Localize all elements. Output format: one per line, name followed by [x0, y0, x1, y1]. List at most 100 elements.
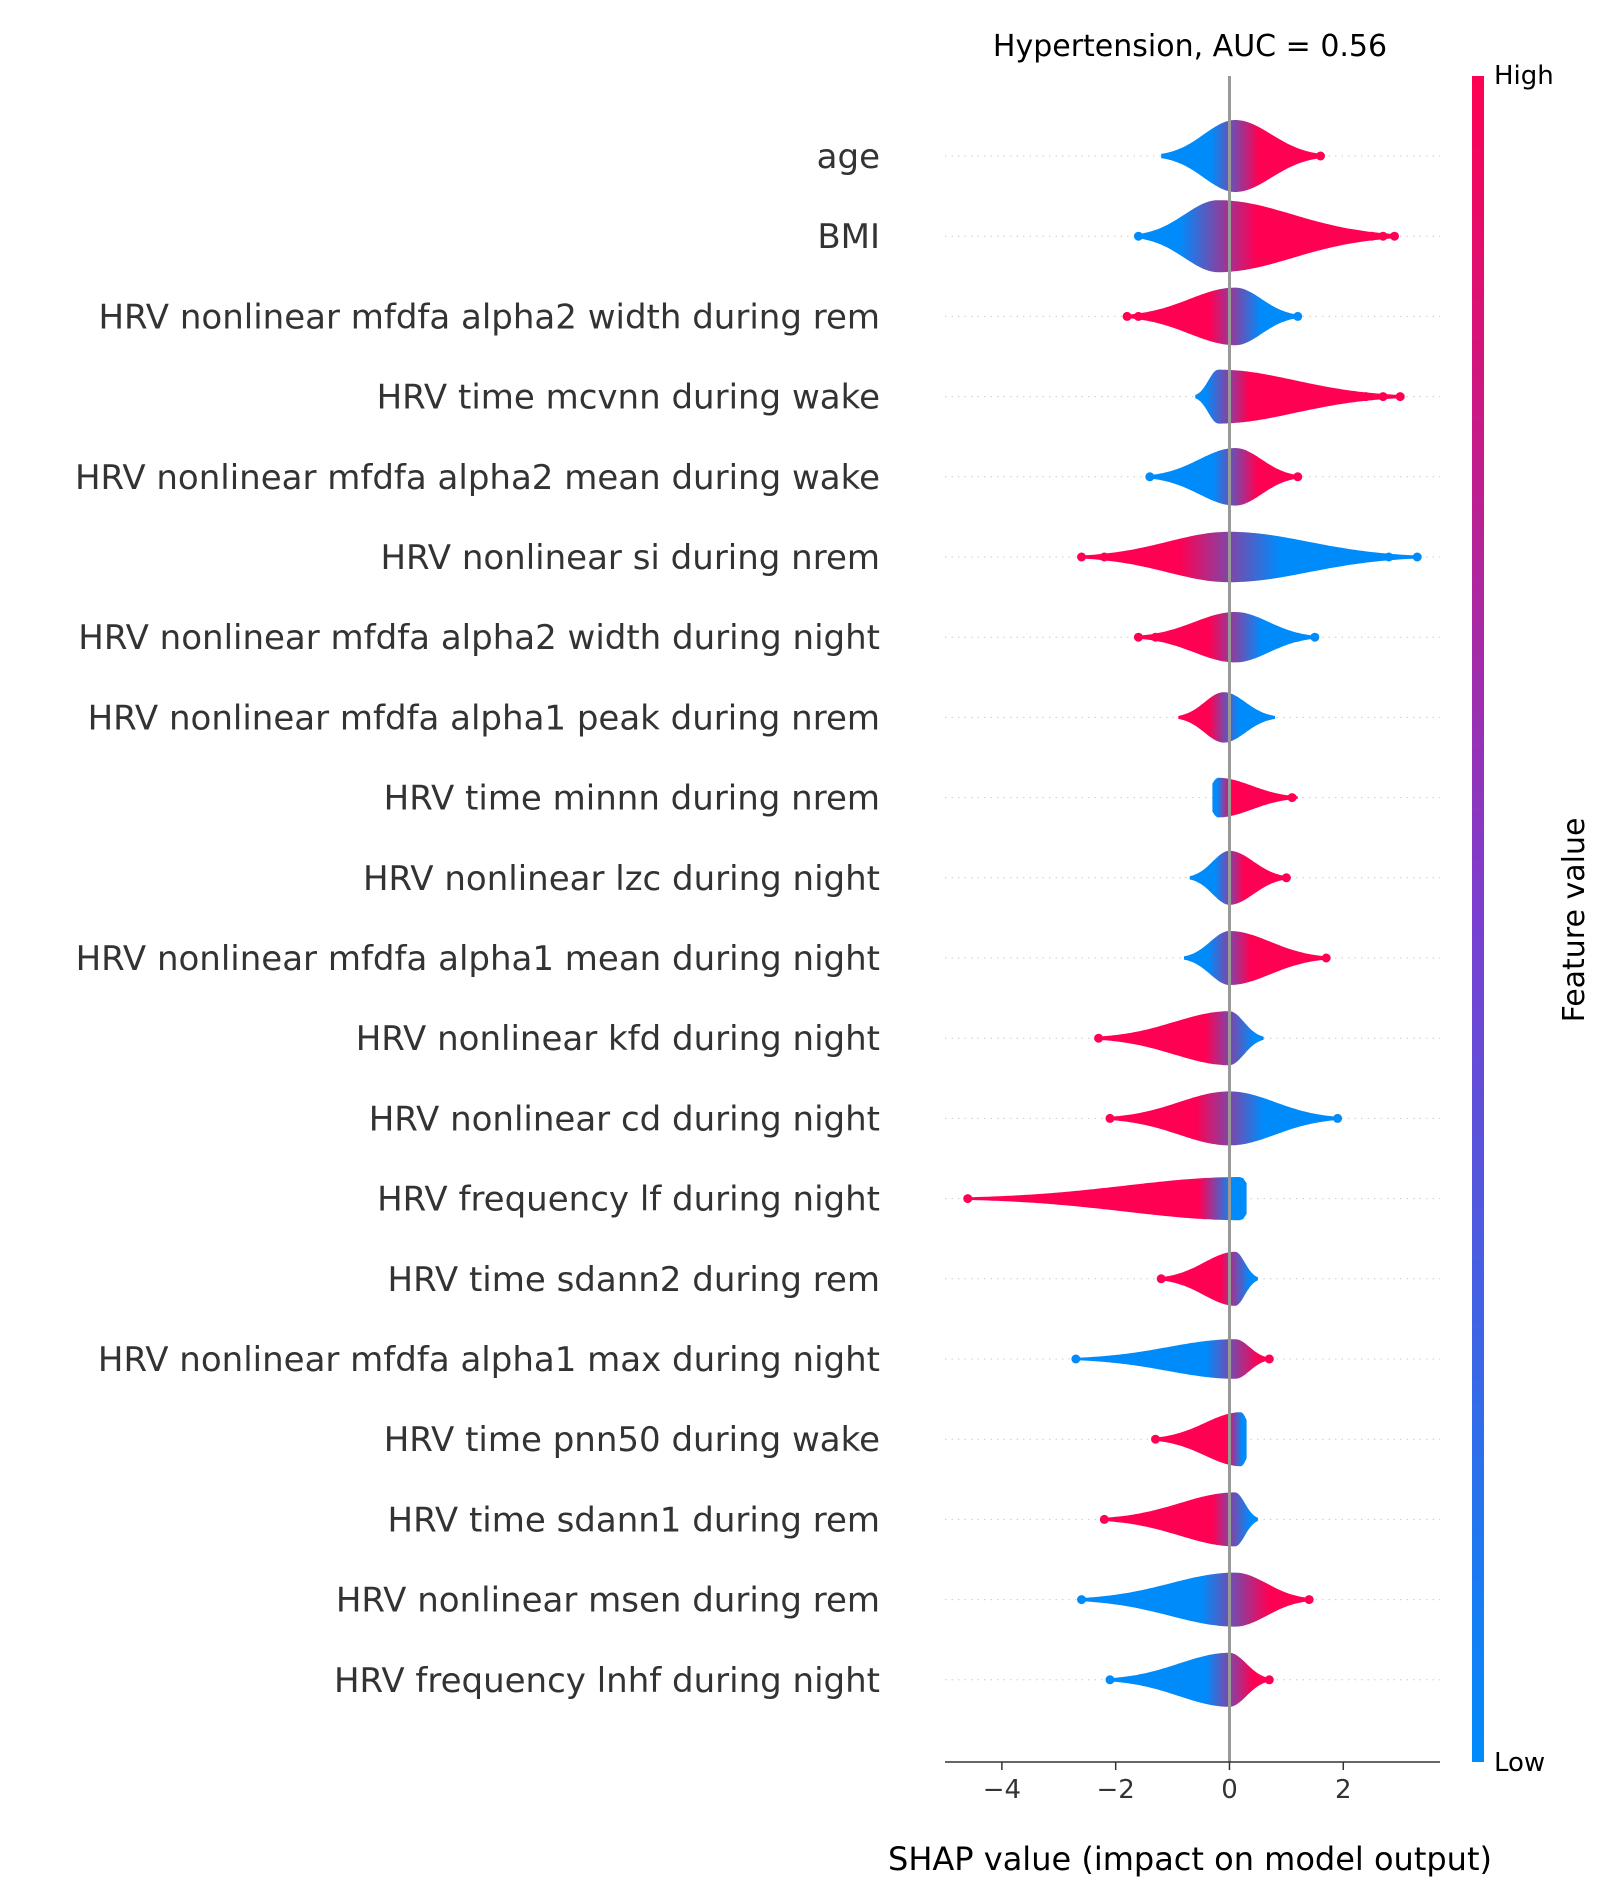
feature-label: HRV frequency lnhf during night: [334, 1661, 880, 1701]
outlier-point: [1151, 632, 1161, 642]
outlier-point: [1156, 1514, 1166, 1524]
x-tick-label: −4: [983, 1775, 1021, 1805]
colorbar-low-label: Low: [1494, 1748, 1545, 1778]
violins: [963, 120, 1422, 1707]
feature-label: HRV nonlinear mfdfa alpha1 max during ni…: [98, 1340, 880, 1380]
violin-shape: [1212, 777, 1298, 818]
feature-label: HRV nonlinear mfdfa alpha1 peak during n…: [88, 698, 880, 738]
outlier-point: [1361, 392, 1371, 402]
feature-label: HRV time sdann1 during rem: [388, 1500, 880, 1540]
feature-label: HRV nonlinear cd during night: [369, 1099, 880, 1139]
violin-shape: [1161, 1251, 1258, 1306]
outlier-point: [1389, 231, 1399, 241]
violin-shape: [1155, 1412, 1247, 1467]
feature-labels: age BMI HRV nonlinear mfdfa alpha2 width d…: [75, 137, 880, 1701]
outlier-point: [1128, 552, 1138, 562]
outlier-point: [1094, 1194, 1104, 1204]
feature-label: HRV nonlinear mfdfa alpha2 mean during w…: [75, 458, 880, 498]
feature-label: HRV nonlinear kfd during night: [356, 1019, 880, 1059]
outlier-point: [1355, 231, 1365, 241]
feature-label: HRV frequency lf during night: [377, 1180, 880, 1220]
violin-shape: [1075, 1339, 1270, 1379]
outlier-point: [1378, 392, 1388, 402]
outlier-point: [1133, 311, 1143, 321]
outlier-point: [1133, 632, 1143, 642]
outlier-point: [1139, 1113, 1149, 1123]
outlier-point: [1077, 552, 1087, 562]
outlier-point: [1128, 1514, 1138, 1524]
violin-shape: [1184, 931, 1327, 985]
feature-label: HRV time mcvnn during wake: [377, 378, 880, 418]
feature-label: HRV nonlinear mfdfa alpha1 mean during n…: [76, 939, 880, 979]
feature-label: HRV nonlinear mfdfa alpha2 width during …: [78, 618, 880, 658]
outlier-point: [1077, 1595, 1087, 1605]
outlier-point: [1327, 552, 1337, 562]
outlier-point: [1128, 1033, 1138, 1043]
outlier-point: [1350, 392, 1360, 402]
outlier-point: [1264, 1675, 1274, 1685]
outlier-point: [1310, 632, 1320, 642]
outlier-point: [1293, 632, 1303, 642]
outlier-point: [1156, 1274, 1166, 1284]
outlier-point: [963, 1194, 973, 1204]
colorbar-high-label: High: [1494, 61, 1554, 91]
outlier-point: [1304, 1595, 1314, 1605]
outlier-point: [1412, 552, 1422, 562]
violin-shape: [1081, 1572, 1310, 1627]
outlier-point: [1105, 1675, 1115, 1685]
violin-shape: [1149, 448, 1298, 506]
violin-shape: [1104, 1492, 1258, 1547]
outlier-point: [1321, 953, 1331, 963]
violin-shape: [1138, 200, 1395, 273]
outlier-point: [1281, 873, 1291, 883]
feature-label: HRV nonlinear mfdfa alpha2 width during …: [98, 297, 880, 337]
outlier-point: [1151, 1675, 1161, 1685]
feature-label: HRV time sdann2 during rem: [388, 1260, 880, 1300]
outlier-point: [1128, 1354, 1138, 1364]
outlier-point: [1145, 472, 1155, 482]
feature-label: HRV nonlinear msen during rem: [336, 1581, 880, 1621]
x-tick-label: 2: [1335, 1775, 1352, 1805]
outlier-point: [1395, 392, 1405, 402]
violin-shape: [1189, 850, 1287, 905]
violin-shape: [967, 1177, 1247, 1221]
colorbar: [1472, 76, 1484, 1762]
x-tick-label: 0: [1221, 1775, 1238, 1805]
outlier-point: [1099, 552, 1109, 562]
violin-shape: [1110, 1652, 1270, 1707]
chart-title: Hypertension, AUC = 0.56: [993, 29, 1387, 64]
outlier-point: [1105, 1113, 1115, 1123]
outlier-point: [1378, 231, 1388, 241]
outlier-point: [1287, 793, 1297, 803]
x-axis-ticks: −4 −2 0 2: [983, 1762, 1352, 1805]
outlier-point: [1128, 1595, 1138, 1605]
feature-label: age: [817, 137, 880, 177]
outlier-point: [1145, 311, 1155, 321]
violin-shape: [1161, 120, 1321, 192]
violin-shape: [1127, 287, 1298, 346]
violin-shape: [1110, 1091, 1338, 1146]
feature-label: BMI: [817, 217, 880, 257]
outlier-point: [1122, 311, 1132, 321]
outlier-point: [1333, 1113, 1343, 1123]
feature-label: HRV nonlinear si during nrem: [380, 538, 880, 578]
outlier-point: [1151, 1434, 1161, 1444]
outlier-point: [1367, 231, 1377, 241]
outlier-point: [1344, 231, 1354, 241]
colorbar-title: Feature value: [1557, 818, 1592, 1023]
outlier-point: [1139, 1675, 1149, 1685]
outlier-point: [1350, 552, 1360, 562]
outlier-point: [1094, 1033, 1104, 1043]
feature-label: HRV nonlinear lzc during night: [363, 859, 880, 899]
x-tick-label: −2: [1097, 1775, 1135, 1805]
violin-shape: [1138, 612, 1315, 663]
outlier-point: [1156, 1113, 1166, 1123]
feature-label: HRV time minnn during nrem: [384, 779, 880, 819]
violin-shape: [1178, 692, 1275, 743]
outlier-point: [1071, 1354, 1081, 1364]
x-axis-title: SHAP value (impact on model output): [888, 1840, 1492, 1878]
violin-shape: [1081, 531, 1418, 583]
violin-shape: [1195, 369, 1401, 424]
outlier-point: [1298, 953, 1308, 963]
